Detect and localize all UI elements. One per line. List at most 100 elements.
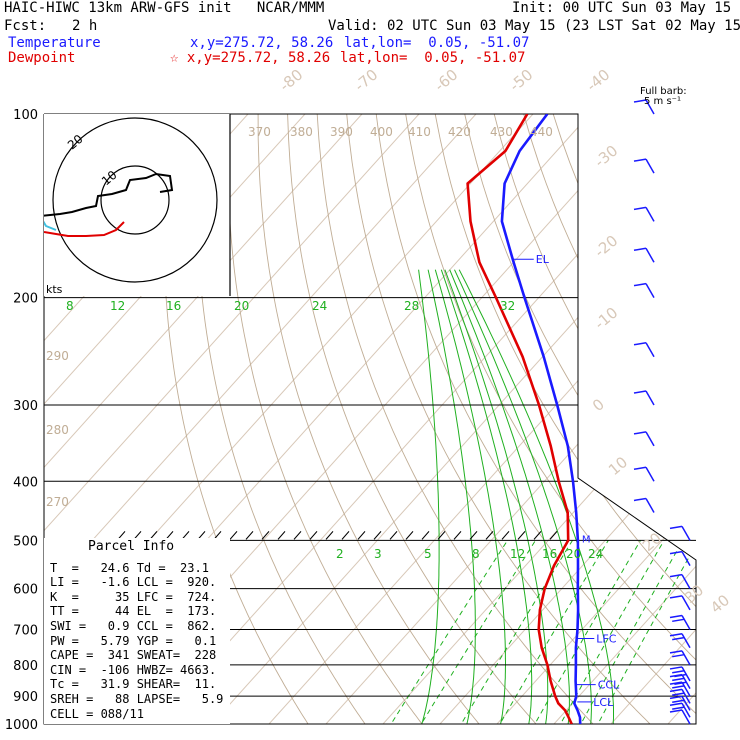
wind-barb-staff (681, 615, 691, 630)
dry-adiabat-line (375, 114, 696, 724)
level-marker-label: EL (536, 253, 550, 266)
dewpoint-profile-line (466, 114, 573, 724)
wind-barb-staff (681, 574, 691, 590)
wind-barb-flag (669, 709, 683, 713)
dry-adiabat-line (163, 114, 317, 724)
wind-barb-staff (645, 283, 655, 299)
parcel-info-row: T = 24.6 Td = 23.1 (50, 560, 209, 575)
isotherm-line (439, 114, 696, 724)
wind-barb-staff (681, 696, 691, 711)
isotherm-line (44, 114, 420, 724)
mixing-ratio-line (382, 540, 508, 724)
wind-barb-staff (681, 551, 691, 566)
wind-barb-flag (669, 633, 683, 637)
wind-barb-flag (633, 466, 647, 470)
dry-adiabat-line (316, 114, 606, 724)
parcel-info-title: Parcel Info (88, 539, 175, 554)
valid-time: Valid: 02 UTC Sun 03 May 15 (23 LST Sat … (328, 18, 740, 34)
wind-barb-flag (669, 695, 683, 700)
dry-adiabat-line (227, 114, 433, 724)
hodograph-trace-cyan (44, 220, 57, 231)
isotherm-label: 30 (681, 581, 707, 607)
wind-barb-staff (645, 498, 655, 513)
moist-adiabat-line (440, 269, 533, 724)
mixing-ratio-label: 12 (510, 547, 525, 561)
wind-barb-staff (681, 709, 691, 725)
hatch-mark (405, 531, 414, 540)
wind-barb-flag (672, 685, 685, 689)
wind-barb-staff (645, 466, 655, 482)
wind-barb-staff (645, 207, 655, 222)
isotherm-label: -10 (591, 304, 621, 334)
moist-adiabat-line (449, 269, 570, 724)
parcel-info-row: LI = -1.6 LCL = 920. (50, 575, 217, 590)
wind-barb-flag (672, 670, 685, 674)
hatch-mark (245, 531, 254, 540)
pressure-tick-label: 100 (13, 108, 38, 123)
dry-adiabat-line (257, 114, 491, 724)
wind-barb-staff (645, 342, 655, 358)
moist-adiabat-label: 20 (234, 299, 249, 313)
wind-barb-flag (672, 699, 685, 703)
pressure-tick-label: 1000 (5, 718, 38, 733)
theta-label: 390 (330, 125, 353, 139)
mixing-ratio-line (590, 540, 696, 724)
wind-barb-staff (645, 99, 655, 115)
dewpoint-latlon: lat,lon= 0.05, -51.07 (340, 50, 526, 66)
wind-barb-staff (645, 390, 655, 406)
dry-adiabat-line (287, 114, 548, 724)
isotherm-label: -50 (506, 66, 536, 96)
wind-barb-flag (672, 636, 685, 641)
wind-barb-flag (633, 247, 647, 251)
moist-adiabat-line (434, 269, 506, 724)
theta-label: 420 (448, 125, 471, 139)
wind-barb-flag (669, 595, 683, 599)
isotherm-label: -30 (591, 142, 621, 172)
dry-adiabat-line (641, 114, 696, 724)
theta-label: 270 (46, 495, 69, 509)
dry-adiabat-line (730, 114, 740, 737)
wind-barb-flag (674, 681, 687, 685)
hatch-mark (277, 531, 286, 540)
temperature-legend: Temperature (8, 35, 101, 51)
pressure-tick-label: 900 (13, 690, 38, 705)
isotherm-line (725, 114, 740, 724)
moist-adiabat-line (454, 269, 592, 724)
moist-adiabat-line (427, 269, 476, 724)
level-marker-label: CCL (598, 679, 620, 692)
wind-barb-flag (669, 688, 683, 693)
forecast-hour: 2 h (72, 18, 98, 34)
wind-barb-flag (633, 497, 647, 502)
hodograph-trace-low (44, 221, 125, 237)
isotherm-label: 10 (605, 453, 631, 479)
hatch-mark (357, 531, 366, 540)
wind-barb-flag (633, 158, 647, 162)
hodograph-units-label: kts (46, 283, 63, 296)
level-marker-label: M (582, 534, 591, 545)
wind-barb-flag (672, 706, 685, 710)
moist-adiabat-line (458, 269, 614, 724)
hatch-mark (421, 531, 430, 540)
hatch-mark (437, 531, 446, 540)
hatch-mark (501, 531, 510, 540)
plot-frame (43, 113, 697, 725)
dry-adiabat-line (464, 114, 696, 724)
hodograph-trace-upper (44, 172, 174, 217)
isotherm-label: -40 (583, 66, 613, 96)
init-time: Init: 00 UTC Sun 03 May 15 (512, 0, 732, 16)
wind-barb-flag (672, 677, 685, 682)
pressure-tick-label: 600 (13, 583, 38, 598)
hatch-mark (309, 531, 318, 540)
isotherm-line (610, 114, 696, 724)
mixing-ratio-line (453, 540, 573, 724)
isotherm-line (496, 114, 696, 724)
hatch-mark (533, 531, 542, 540)
isotherm-line (667, 114, 696, 724)
mixing-ratio-line (573, 540, 684, 724)
parcel-info-row: CAPE = 341 SWEAT= 228 (50, 648, 217, 663)
wind-barb-staff (681, 525, 691, 541)
wind-barb-flag (633, 282, 647, 287)
wind-barb-flag (633, 99, 647, 103)
parcel-info-row: PW = 5.79 YGP = 0.1 (50, 633, 217, 648)
